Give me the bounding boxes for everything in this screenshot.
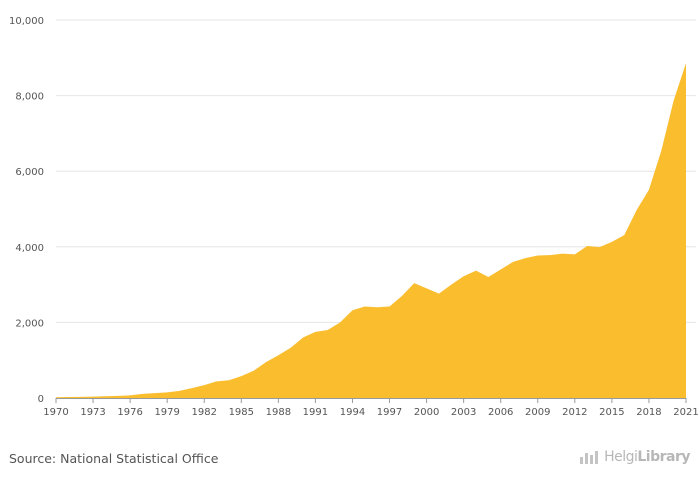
axes [55, 398, 687, 403]
y-tick-label: 0 [38, 394, 44, 405]
helgi-library-logo: HelgiLibrary [579, 449, 690, 465]
x-tick-label: 1985 [229, 407, 254, 418]
x-tick-label: 1979 [154, 407, 179, 418]
x-axis-labels: 1970 1973 1976 1979 1982 1985 1988 1991 1994 1997… [43, 407, 698, 418]
logo-text-light: Helgi [604, 449, 638, 465]
y-tick-label: 4,000 [15, 243, 44, 254]
logo-text-bold: Library [637, 449, 690, 465]
x-tick-label: 1970 [43, 407, 68, 418]
source-note: Source: National Statistical Office [9, 451, 219, 466]
x-tick-label: 1997 [377, 407, 402, 418]
x-tick-label: 2009 [525, 407, 550, 418]
area-layer [56, 63, 686, 399]
area-series [56, 63, 686, 399]
bar-chart-logo-icon [580, 451, 599, 464]
x-tick-label: 1988 [266, 407, 291, 418]
x-tick-label: 2000 [414, 407, 439, 418]
x-tick-label: 1976 [117, 407, 142, 418]
x-tick-label: 2006 [488, 407, 513, 418]
y-tick-label: 8,000 [15, 92, 44, 103]
y-tick-label: 6,000 [15, 167, 44, 178]
y-tick-label: 10,000 [9, 16, 44, 27]
x-tick-label: 2018 [636, 407, 661, 418]
x-tick-label: 1991 [303, 407, 328, 418]
x-tick-label: 2012 [562, 407, 587, 418]
y-axis-labels: 0 2,000 4,000 6,000 8,000 10,000 [9, 16, 44, 405]
x-tick-label: 1982 [192, 407, 217, 418]
x-tick-label: 2021 [673, 407, 698, 418]
x-tick-label: 1994 [340, 407, 365, 418]
x-tick-label: 2015 [599, 407, 624, 418]
x-tick-label: 2003 [451, 407, 476, 418]
logo-text: HelgiLibrary [604, 449, 690, 465]
x-tick-label: 1973 [80, 407, 105, 418]
y-tick-label: 2,000 [15, 318, 44, 329]
